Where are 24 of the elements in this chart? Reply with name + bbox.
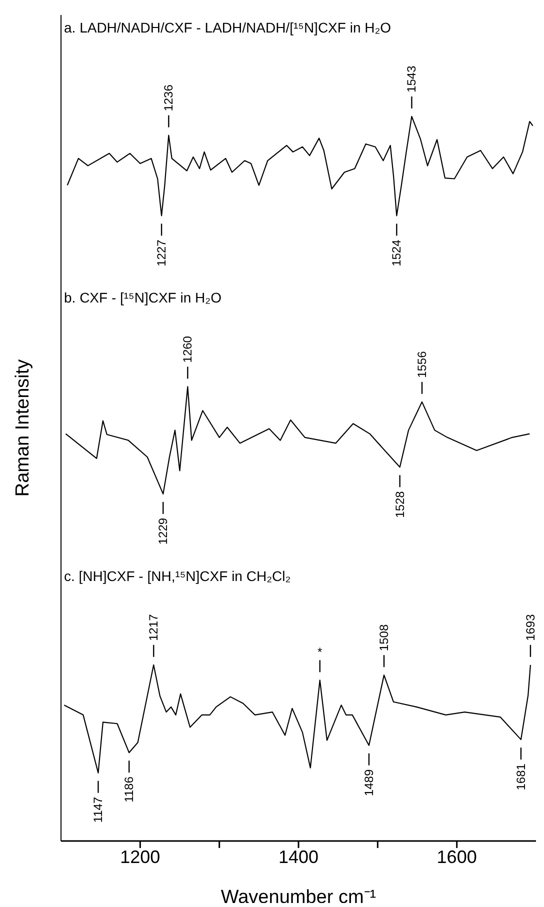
x-axis-title: Wavenumber cm⁻¹ [220,887,376,907]
annotation: 1556 [415,350,429,378]
x-tick-label: 1400 [278,846,319,867]
annotation: 1528 [392,490,407,518]
annotation: 1217 [146,614,161,641]
annotation: 1543 [404,65,419,92]
x-tick-label: 1200 [120,846,160,867]
annotation: 1693 [523,614,538,641]
annotation: 1186 [122,776,136,802]
annotation: 1681 [514,763,528,790]
annotation: 1489 [362,769,376,796]
y-axis-title: Raman Intensity [12,358,34,497]
annotation: * [318,645,323,660]
annotation: 1227 [154,239,169,266]
annotation: c. [NH]CXF - [NH,¹⁵N]CXF in CH₂Cl₂ [64,568,291,584]
annotation: 1524 [390,239,404,266]
text: a. LADH/NADH/CXF - LADH/NADH/[¹⁵N]CXF in H₂O [64,19,392,36]
x-tick-label: 1600 [436,846,477,867]
annotation: 1147 [91,796,106,823]
annotation: b. CXF - [¹⁵N]CXF in H₂O [64,290,222,306]
annotation: 1260 [180,336,195,363]
annotation: 1229 [156,518,170,545]
annotation: 1508 [377,624,391,652]
annotation: 1236 [162,84,176,112]
